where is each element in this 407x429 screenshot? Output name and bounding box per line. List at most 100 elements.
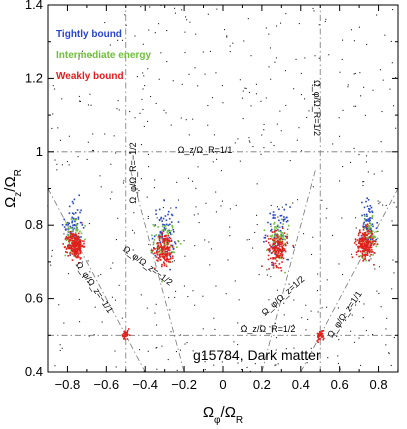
data-point xyxy=(272,267,275,269)
background-point xyxy=(266,269,268,271)
data-point xyxy=(278,254,280,257)
data-point xyxy=(159,231,162,233)
data-point xyxy=(124,331,126,333)
data-point xyxy=(80,236,82,238)
background-point xyxy=(286,259,288,261)
resonance-label: Ω_φ/Ω_R=1/2 xyxy=(312,80,322,136)
background-point xyxy=(77,156,79,158)
background-point xyxy=(54,365,56,367)
data-point xyxy=(370,253,372,256)
background-point xyxy=(143,125,145,127)
data-point xyxy=(365,226,368,229)
background-point xyxy=(274,61,276,63)
background-point xyxy=(97,275,99,277)
data-point xyxy=(69,239,71,241)
data-point xyxy=(167,247,169,250)
background-point xyxy=(393,337,395,339)
data-point xyxy=(157,226,159,228)
data-point xyxy=(165,224,167,227)
background-point xyxy=(318,24,320,26)
data-point xyxy=(126,332,128,335)
data-point xyxy=(362,250,365,253)
background-point xyxy=(61,98,63,100)
data-point xyxy=(282,249,284,252)
background-point xyxy=(146,307,148,309)
data-point xyxy=(158,257,161,259)
background-point xyxy=(237,322,239,324)
data-point xyxy=(319,338,321,341)
data-point xyxy=(74,252,76,255)
background-point xyxy=(52,85,54,87)
background-point xyxy=(197,85,199,87)
data-point xyxy=(273,223,275,225)
data-point xyxy=(279,250,282,252)
data-point xyxy=(81,240,83,242)
background-point xyxy=(216,8,218,10)
data-point xyxy=(172,229,175,231)
background-point xyxy=(367,171,369,173)
background-point xyxy=(134,35,136,37)
background-point xyxy=(237,344,239,346)
data-point xyxy=(283,238,286,241)
data-point xyxy=(122,335,124,338)
data-point xyxy=(363,247,366,249)
data-point xyxy=(275,265,277,267)
data-point xyxy=(69,235,72,237)
data-point xyxy=(364,232,367,234)
background-point xyxy=(181,83,183,85)
background-point xyxy=(246,366,248,368)
background-point xyxy=(381,170,383,172)
data-point xyxy=(72,202,75,205)
data-point xyxy=(363,234,365,237)
data-point xyxy=(67,223,70,226)
background-point xyxy=(248,91,250,93)
data-point xyxy=(167,210,170,213)
background-point xyxy=(382,79,384,81)
background-point xyxy=(301,150,303,152)
data-point xyxy=(176,246,178,248)
background-point xyxy=(167,359,169,361)
data-point xyxy=(373,235,376,238)
data-point xyxy=(278,219,280,222)
background-point xyxy=(198,222,200,224)
data-point xyxy=(272,261,274,264)
data-point xyxy=(366,197,368,199)
data-point xyxy=(368,225,371,228)
data-point xyxy=(72,228,74,231)
data-point xyxy=(279,235,281,238)
background-point xyxy=(133,212,135,214)
data-point xyxy=(163,224,166,226)
data-point xyxy=(75,223,78,226)
x-tick-label: −0.4 xyxy=(132,377,158,392)
data-point xyxy=(361,234,364,236)
data-point xyxy=(369,222,372,225)
background-point xyxy=(337,307,339,309)
data-point xyxy=(370,228,372,230)
background-point xyxy=(99,175,101,177)
data-point xyxy=(363,221,365,224)
data-point xyxy=(363,206,366,209)
background-point xyxy=(92,149,94,151)
data-point xyxy=(267,254,270,257)
data-point xyxy=(72,250,74,252)
data-point xyxy=(277,255,279,258)
data-point xyxy=(365,259,367,262)
data-point xyxy=(275,235,278,237)
background-point xyxy=(245,87,247,89)
background-point xyxy=(275,349,277,351)
data-point xyxy=(284,243,287,246)
data-point xyxy=(75,232,77,234)
background-point xyxy=(173,260,175,262)
data-point xyxy=(168,231,171,234)
data-point xyxy=(79,252,82,255)
data-point xyxy=(363,244,365,247)
data-point xyxy=(359,231,362,234)
data-point xyxy=(70,233,72,235)
data-point xyxy=(278,238,281,241)
data-point xyxy=(161,263,163,266)
background-point xyxy=(143,75,145,77)
data-point xyxy=(279,229,282,232)
data-point xyxy=(319,331,322,333)
background-point xyxy=(163,109,165,111)
data-point xyxy=(78,243,81,245)
